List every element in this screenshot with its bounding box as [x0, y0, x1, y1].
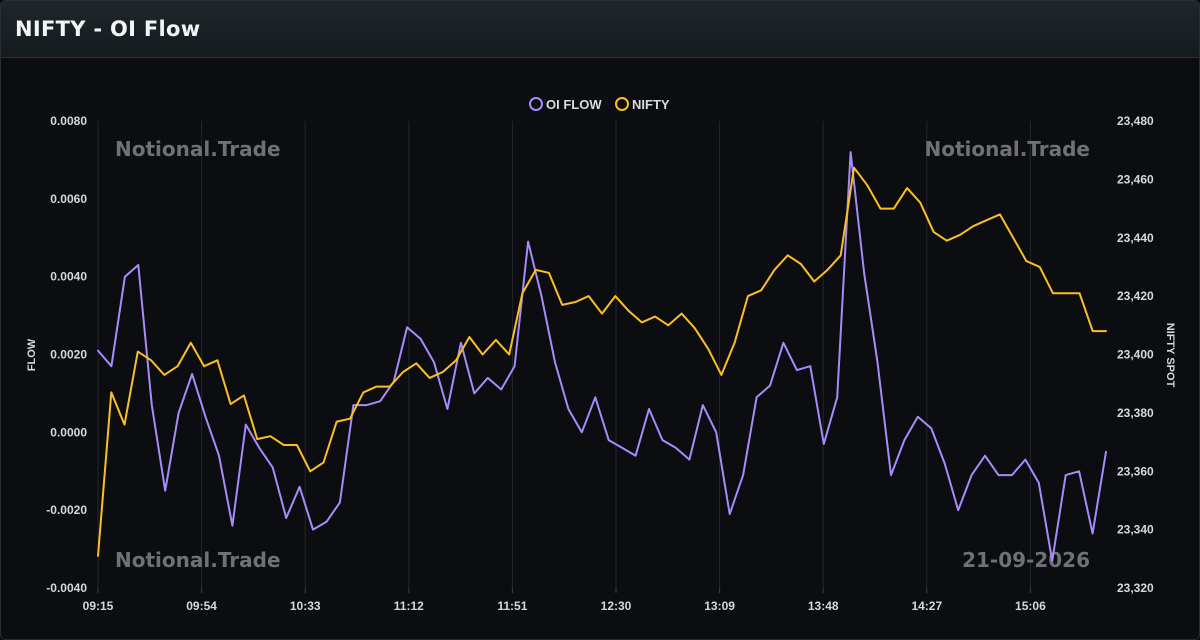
y-left-tick-label: -0.0040 — [46, 581, 87, 595]
legend-marker — [529, 97, 543, 111]
panel-header: NIFTY - OI Flow — [1, 1, 1199, 58]
y-right-tick-label: 23,460 — [1117, 172, 1154, 186]
legend-marker — [615, 97, 629, 111]
watermark-date: 21-09-2026 — [962, 548, 1090, 572]
y-left-tick-label: 0.0080 — [50, 114, 87, 128]
x-tick-label: 10:33 — [290, 599, 321, 613]
x-tick-label: 12:30 — [601, 599, 632, 613]
y-left-tick-label: 0.0000 — [50, 425, 87, 439]
series — [97, 151, 1107, 562]
x-tick-label: 11:12 — [394, 599, 424, 613]
y-right-tick-label: 23,320 — [1117, 581, 1154, 595]
y-right-tick-label: 23,380 — [1117, 406, 1154, 420]
y-left-axis-title: FLOW — [26, 338, 38, 371]
x-tick-label: 15:06 — [1015, 599, 1046, 613]
y-right-tick-label: 23,420 — [1117, 289, 1154, 303]
y-right-axis-title: NIFTY SPOT — [1164, 323, 1176, 388]
y-right-tick-label: 23,360 — [1117, 464, 1154, 478]
grid — [97, 121, 1031, 593]
series-line-nifty — [97, 166, 1107, 557]
legend-label: NIFTY — [632, 97, 670, 112]
watermark-top-right: Notional.Trade — [924, 137, 1090, 161]
y-left-tick-label: 0.0060 — [50, 192, 87, 206]
x-tick-label: 13:09 — [704, 599, 735, 613]
axes: FLOW NIFTY SPOT 09:15 09:54 10:33 11:12 11:5… — [26, 114, 1176, 613]
x-tick-label: 09:54 — [186, 599, 217, 613]
y-left-tick-label: 0.0040 — [50, 270, 87, 284]
legend-item-nifty[interactable]: NIFTY — [615, 97, 670, 112]
watermark-top-left: Notional.Trade — [115, 137, 281, 161]
y-right-tick-label: 23,440 — [1117, 231, 1154, 245]
x-tick-label: 13:48 — [808, 599, 839, 613]
y-left-tick-label: -0.0020 — [46, 503, 87, 517]
series-line-oi-flow — [97, 151, 1107, 562]
page-title: NIFTY - OI Flow — [15, 17, 201, 41]
y-right-tick-label: 23,480 — [1117, 114, 1154, 128]
watermarks: Notional.Trade Notional.Trade Notional.T… — [115, 137, 1090, 572]
legend-item-oi-flow[interactable]: OI FLOW — [529, 97, 602, 112]
y-left-tick-label: 0.0020 — [50, 348, 87, 362]
y-right-tick-label: 23,340 — [1117, 523, 1154, 537]
legend[interactable]: OI FLOW NIFTY — [529, 97, 670, 112]
x-tick-label: 14:27 — [911, 599, 942, 613]
x-tick-label: 11:51 — [497, 599, 527, 613]
watermark-bottom-left: Notional.Trade — [115, 548, 281, 572]
x-tick-label: 09:15 — [83, 599, 114, 613]
y-right-tick-label: 23,400 — [1117, 348, 1154, 362]
legend-label: OI FLOW — [546, 97, 602, 112]
